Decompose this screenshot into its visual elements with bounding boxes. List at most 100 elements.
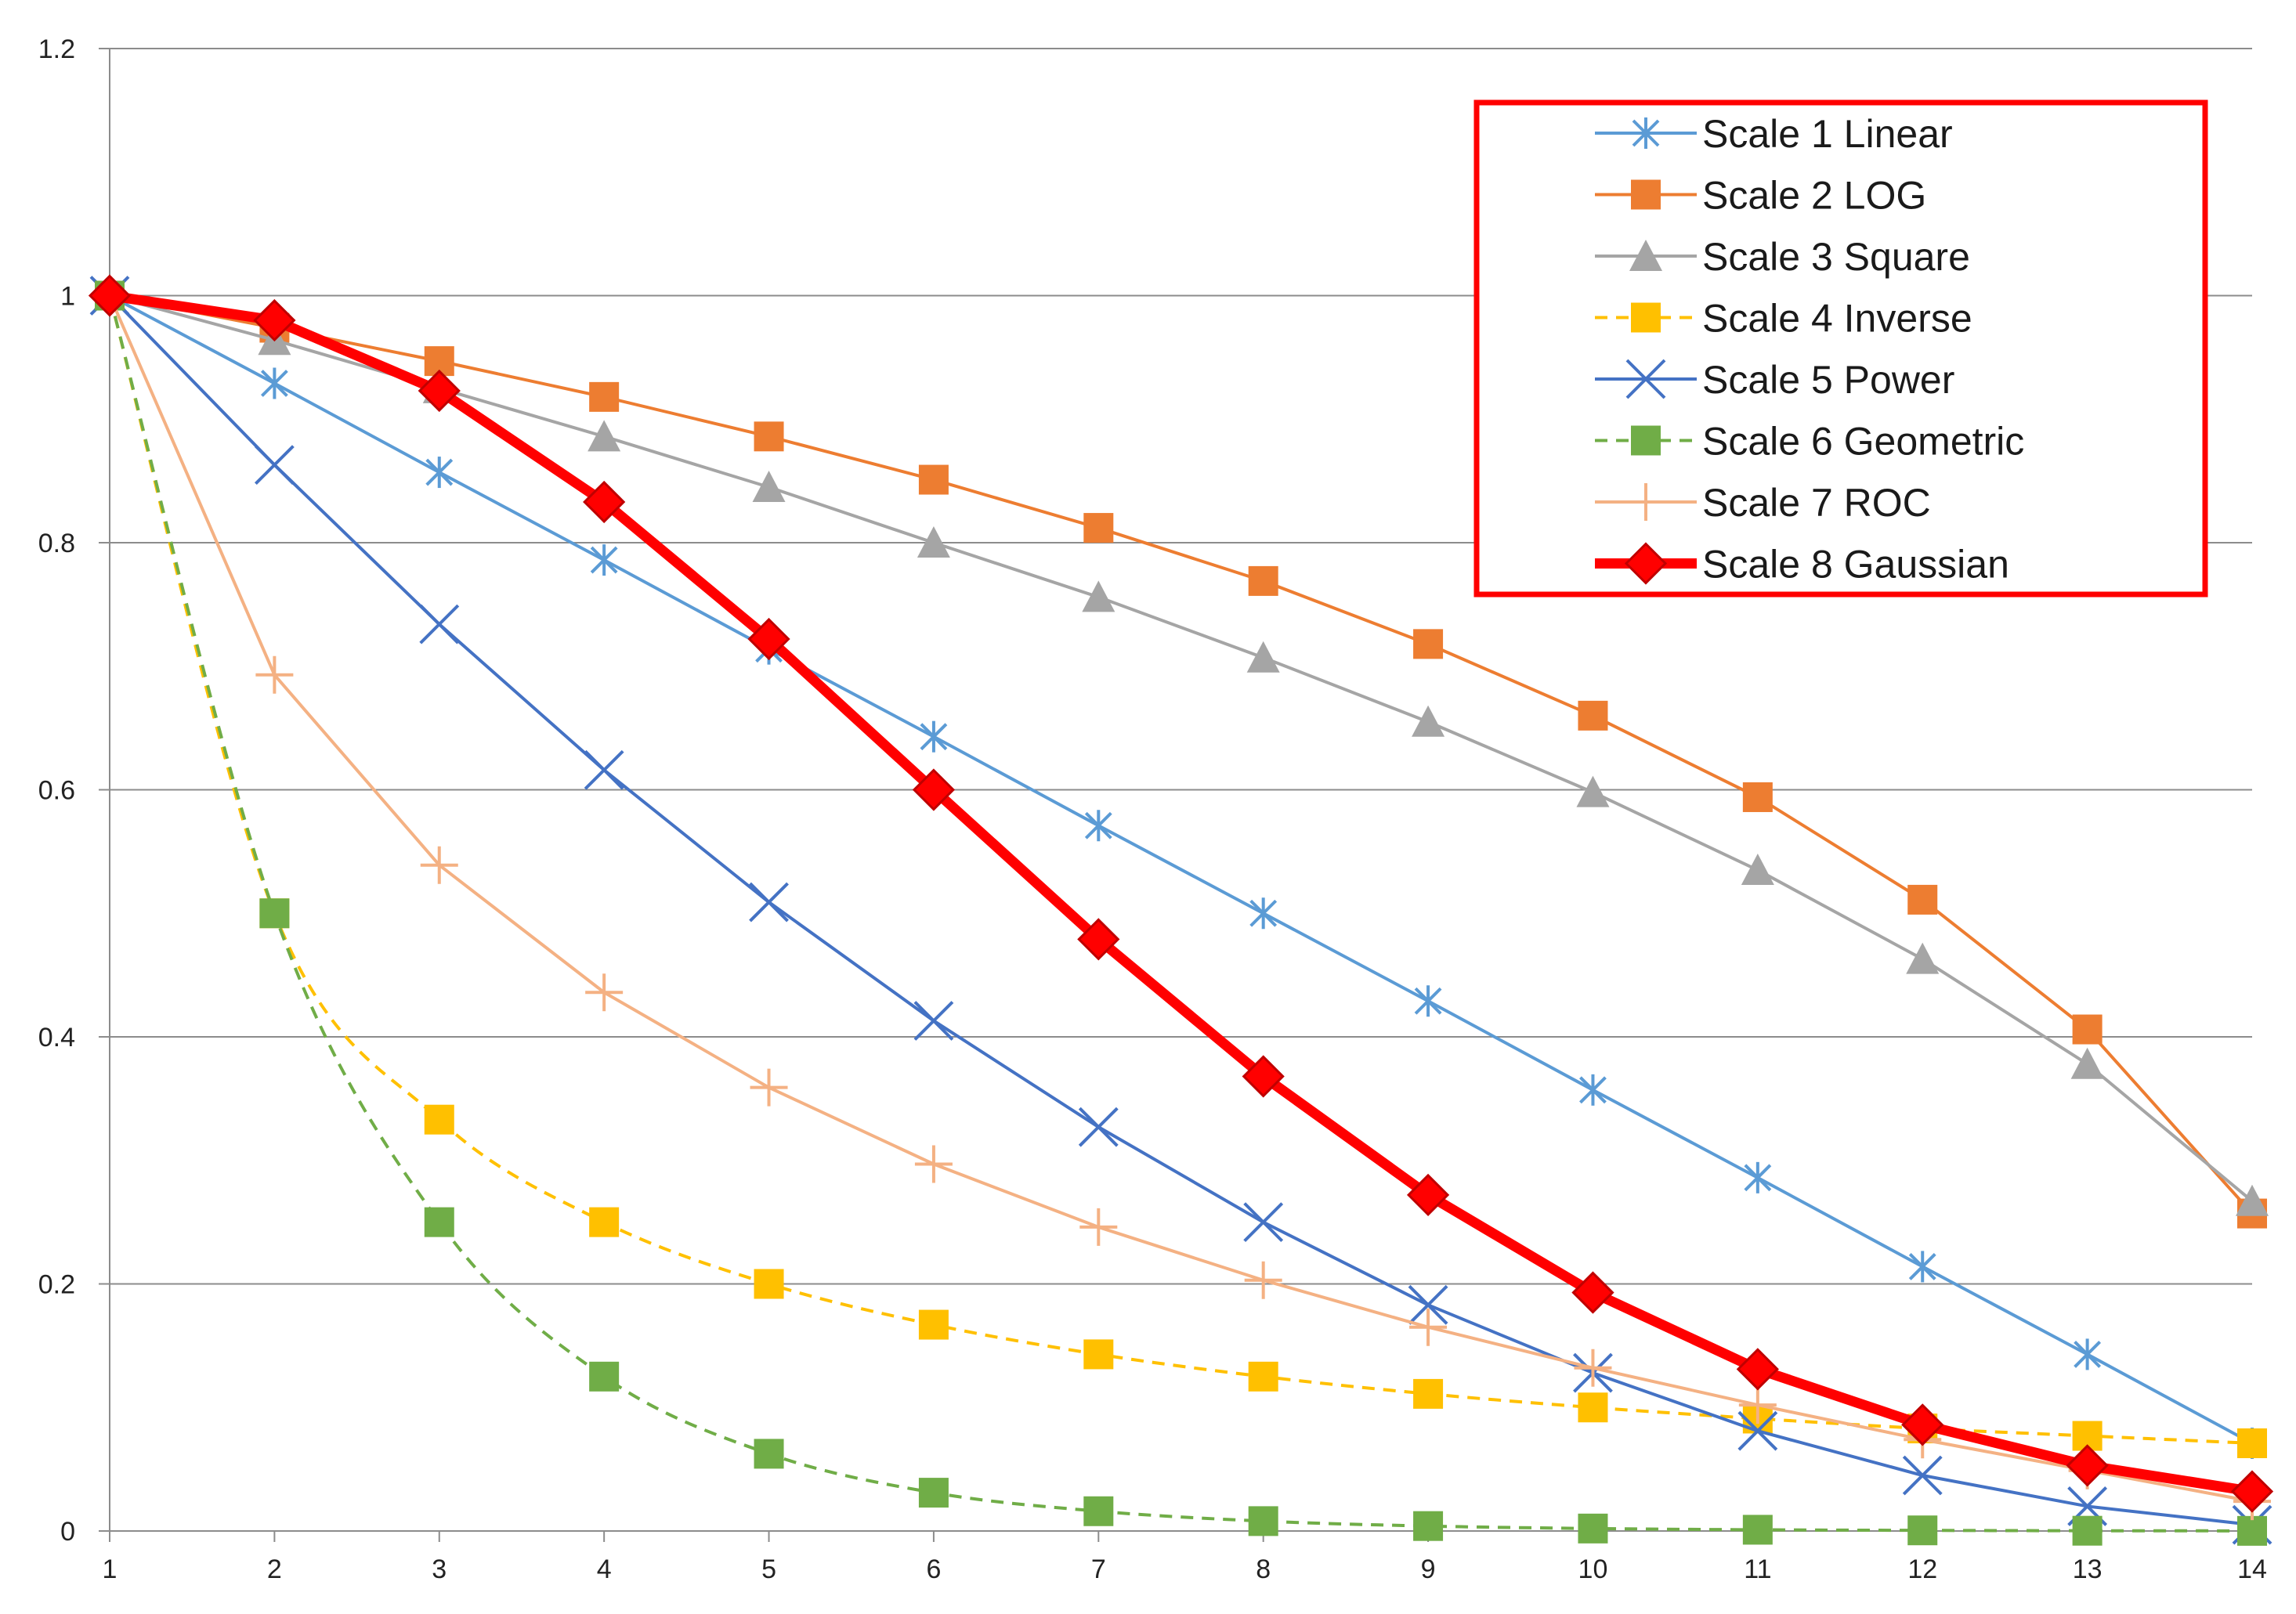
data-point	[913, 1001, 954, 1041]
y-tick-label: 1.2	[38, 34, 75, 64]
data-point	[2237, 1515, 2267, 1546]
data-point	[918, 464, 949, 495]
x-tick-label: 6	[926, 1554, 941, 1584]
data-point	[1907, 1515, 1938, 1546]
data-point	[754, 1269, 784, 1299]
data-point	[1578, 700, 1608, 731]
x-tick-label: 3	[432, 1554, 447, 1584]
data-point	[418, 369, 461, 413]
data-point	[1084, 810, 1112, 842]
data-point	[1083, 513, 1114, 543]
data-point	[1738, 1386, 1777, 1424]
legend-item: Scale 1 Linear	[1595, 112, 1953, 156]
data-point	[2072, 1014, 2103, 1045]
data-point	[1246, 641, 1280, 673]
legend: Scale 1 Linear Scale 2 LOG Scale 3 Square S…	[1473, 99, 2208, 598]
legend-item: Scale 7 ROC	[1595, 481, 1931, 525]
series-group	[88, 274, 2274, 1546]
data-point	[752, 471, 786, 503]
data-point	[1413, 1378, 1444, 1409]
x-tick-label: 1	[103, 1554, 118, 1584]
legend-marker	[1625, 359, 1666, 399]
legend-marker	[1624, 542, 1668, 585]
x-tick-label: 9	[1421, 1554, 1436, 1584]
data-point	[1737, 1410, 1778, 1451]
data-point	[1408, 1284, 1448, 1325]
data-point	[588, 420, 621, 452]
data-point	[1082, 580, 1115, 612]
x-tick-label: 14	[2237, 1554, 2267, 1584]
grid-lines	[110, 48, 2252, 1285]
legend-label: Scale 5 Power	[1702, 358, 1954, 402]
x-tick-label: 4	[597, 1554, 612, 1584]
data-point	[2237, 1428, 2267, 1458]
data-point	[754, 1439, 784, 1469]
data-point	[260, 367, 288, 399]
x-tick-label: 12	[1907, 1554, 1937, 1584]
legend-marker	[1631, 302, 1661, 333]
data-point	[1406, 1173, 1450, 1217]
data-point	[1736, 1348, 1779, 1391]
data-point	[583, 480, 626, 524]
x-tick-label: 2	[267, 1554, 282, 1584]
x-tick-label: 13	[2073, 1554, 2103, 1584]
data-point	[1576, 775, 1610, 807]
data-point	[1901, 1403, 1944, 1446]
data-point	[2074, 1338, 2102, 1370]
axes: 00.20.40.60.811.21 2 3 4 5 6 7 8 9 10 11 12 13 14	[38, 34, 2267, 1584]
data-point	[1908, 1251, 1936, 1283]
series-line	[108, 294, 2254, 1504]
data-point	[1083, 1496, 1114, 1526]
legend-item: Scale 6 Geometric	[1595, 420, 2024, 464]
data-point	[589, 381, 620, 412]
data-point	[424, 1104, 454, 1135]
data-point	[914, 1145, 953, 1183]
legend-label: Scale 3 Square	[1702, 235, 1970, 279]
y-tick-label: 0.4	[38, 1023, 75, 1053]
legend-marker	[1631, 179, 1661, 210]
legend-item: Scale 5 Power	[1595, 358, 1954, 402]
data-point	[1578, 1513, 1608, 1544]
legend-box	[1473, 99, 2208, 598]
data-point	[750, 1068, 788, 1107]
data-point	[1413, 629, 1444, 659]
legend-item: Scale 3 Square	[1595, 235, 1970, 279]
y-tick-label: 1	[60, 282, 75, 312]
legend-label: Scale 6 Geometric	[1702, 420, 2024, 464]
legend-item: Scale 4 Inverse	[1595, 297, 1972, 341]
series-line	[108, 294, 2254, 1527]
data-point	[1083, 1339, 1114, 1370]
data-point	[1079, 1208, 1118, 1246]
data-point	[1248, 1361, 1278, 1392]
x-tick-label: 7	[1091, 1554, 1106, 1584]
legend-item: Scale 2 LOG	[1595, 174, 1926, 218]
y-tick-label: 0.8	[38, 529, 75, 558]
y-tick-label: 0.2	[38, 1270, 75, 1300]
legend-label: Scale 7 ROC	[1702, 481, 1931, 525]
legend-item: Scale 8 Gaussian	[1595, 542, 2009, 587]
data-point	[585, 973, 624, 1012]
legend-label: Scale 8 Gaussian	[1702, 543, 2009, 587]
data-point	[1741, 854, 1774, 886]
data-point	[1744, 1161, 1772, 1193]
data-point	[1414, 985, 1442, 1017]
data-point	[1742, 1515, 1773, 1545]
data-point	[584, 749, 624, 790]
data-point	[1409, 1308, 1448, 1346]
legend-marker	[1629, 240, 1662, 271]
y-tick-label: 0.6	[38, 776, 75, 806]
data-point	[2070, 1047, 2104, 1079]
legend-label: Scale 2 LOG	[1702, 174, 1926, 218]
data-point	[1244, 1261, 1282, 1299]
data-point	[419, 604, 460, 645]
series-line	[108, 294, 2254, 1203]
data-point	[918, 1309, 949, 1340]
data-point	[589, 1361, 620, 1392]
data-point	[1579, 1074, 1607, 1106]
data-point	[1906, 942, 1940, 974]
legend-marker	[1631, 425, 1661, 456]
series-line	[108, 294, 2253, 1533]
data-point	[254, 445, 295, 486]
data-point	[88, 274, 132, 317]
